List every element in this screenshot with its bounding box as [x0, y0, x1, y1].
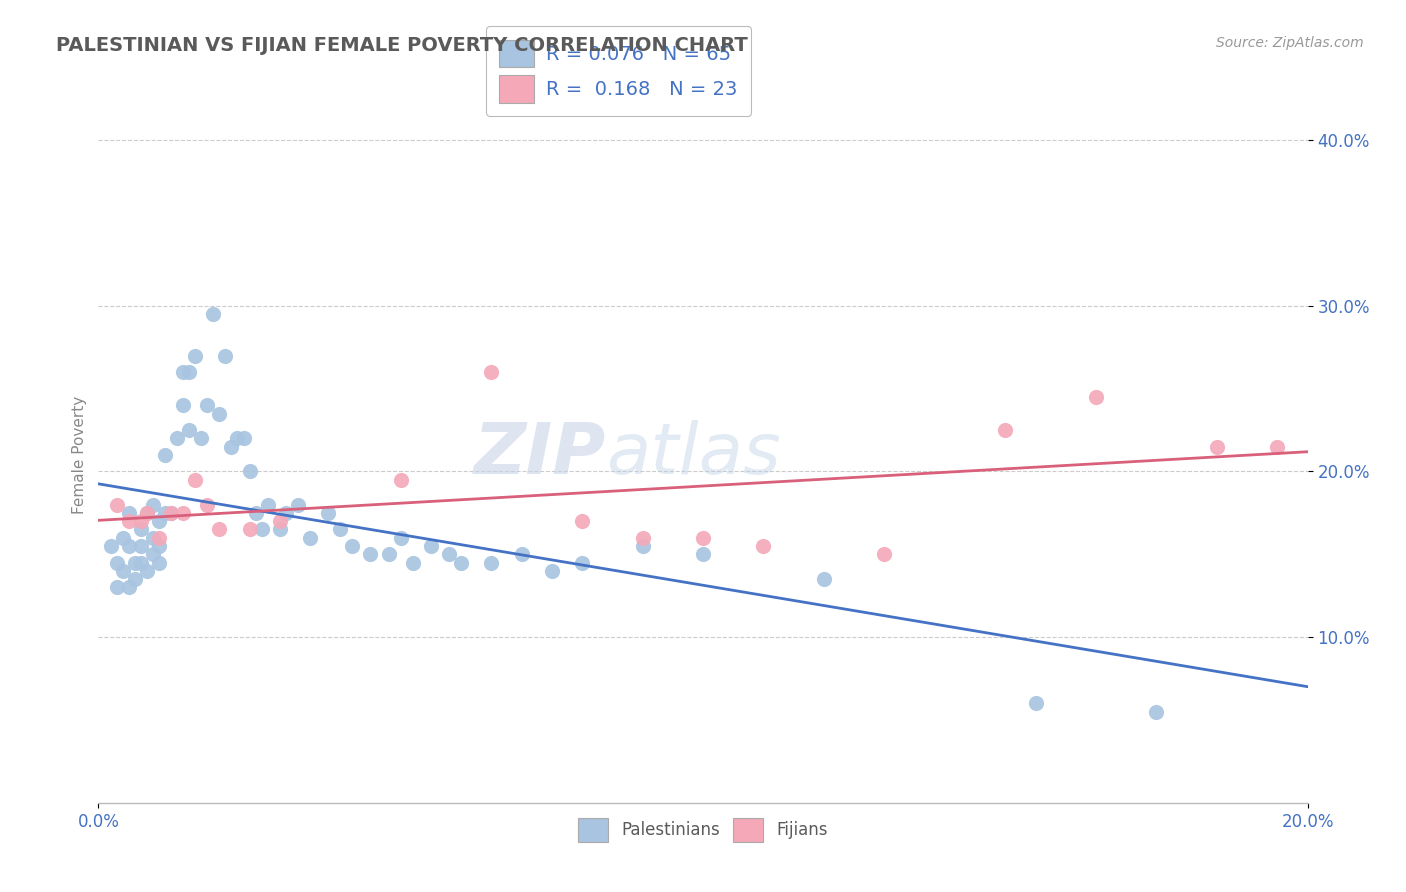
- Point: [274, 506, 297, 520]
- Text: PALESTINIAN VS FIJIAN FEMALE POVERTY CORRELATION CHART: PALESTINIAN VS FIJIAN FEMALE POVERTY COR…: [56, 36, 748, 54]
- Point: [135, 506, 157, 520]
- Point: [179, 423, 201, 437]
- Point: [510, 547, 533, 561]
- Point: [184, 473, 207, 487]
- Point: [172, 365, 194, 379]
- Point: [571, 556, 593, 570]
- Point: [299, 531, 322, 545]
- Point: [256, 498, 278, 512]
- Point: [481, 556, 503, 570]
- Point: [129, 556, 152, 570]
- Point: [329, 523, 352, 537]
- Point: [437, 547, 460, 561]
- Point: [239, 465, 262, 479]
- Point: [402, 556, 425, 570]
- Point: [1085, 390, 1108, 404]
- Point: [1206, 440, 1229, 454]
- Point: [195, 498, 218, 512]
- Point: [111, 531, 134, 545]
- Point: [129, 523, 152, 537]
- Point: [389, 531, 412, 545]
- Point: [389, 473, 412, 487]
- Legend: Palestinians, Fijians: Palestinians, Fijians: [569, 810, 837, 850]
- Point: [692, 547, 714, 561]
- Point: [245, 506, 267, 520]
- Point: [111, 564, 134, 578]
- Point: [153, 506, 176, 520]
- Point: [160, 506, 183, 520]
- Point: [208, 407, 231, 421]
- Point: [1024, 697, 1046, 711]
- Point: [148, 556, 170, 570]
- Point: [692, 531, 714, 545]
- Y-axis label: Female Poverty: Female Poverty: [72, 396, 87, 514]
- Point: [142, 498, 165, 512]
- Point: [481, 365, 503, 379]
- Point: [135, 506, 157, 520]
- Point: [873, 547, 896, 561]
- Point: [232, 431, 254, 445]
- Point: [100, 539, 122, 553]
- Point: [226, 431, 249, 445]
- Point: [118, 581, 141, 595]
- Point: [195, 398, 218, 412]
- Point: [124, 572, 146, 586]
- Point: [118, 539, 141, 553]
- Point: [105, 498, 128, 512]
- Point: [179, 365, 201, 379]
- Point: [153, 448, 176, 462]
- Text: ZIP: ZIP: [474, 420, 606, 490]
- Point: [118, 506, 141, 520]
- Point: [360, 547, 382, 561]
- Point: [571, 514, 593, 528]
- Point: [148, 514, 170, 528]
- Point: [135, 564, 157, 578]
- Point: [172, 398, 194, 412]
- Point: [142, 531, 165, 545]
- Point: [172, 506, 194, 520]
- Point: [105, 581, 128, 595]
- Point: [239, 523, 262, 537]
- Point: [118, 514, 141, 528]
- Point: [377, 547, 399, 561]
- Point: [631, 539, 654, 553]
- Point: [124, 556, 146, 570]
- Point: [269, 514, 291, 528]
- Point: [148, 539, 170, 553]
- Point: [287, 498, 309, 512]
- Point: [105, 556, 128, 570]
- Point: [184, 349, 207, 363]
- Point: [994, 423, 1017, 437]
- Point: [214, 349, 236, 363]
- Point: [208, 523, 231, 537]
- Point: [813, 572, 835, 586]
- Point: [129, 539, 152, 553]
- Point: [269, 523, 291, 537]
- Point: [1267, 440, 1289, 454]
- Point: [202, 307, 225, 321]
- Point: [221, 440, 243, 454]
- Point: [316, 506, 339, 520]
- Point: [342, 539, 364, 553]
- Point: [250, 523, 273, 537]
- Point: [1144, 705, 1167, 719]
- Point: [540, 564, 562, 578]
- Text: atlas: atlas: [606, 420, 780, 490]
- Point: [129, 514, 152, 528]
- Point: [752, 539, 775, 553]
- Point: [160, 506, 183, 520]
- Point: [142, 547, 165, 561]
- Point: [420, 539, 443, 553]
- Point: [148, 531, 170, 545]
- Text: Source: ZipAtlas.com: Source: ZipAtlas.com: [1216, 36, 1364, 50]
- Point: [190, 431, 212, 445]
- Point: [631, 531, 654, 545]
- Point: [450, 556, 472, 570]
- Point: [166, 431, 188, 445]
